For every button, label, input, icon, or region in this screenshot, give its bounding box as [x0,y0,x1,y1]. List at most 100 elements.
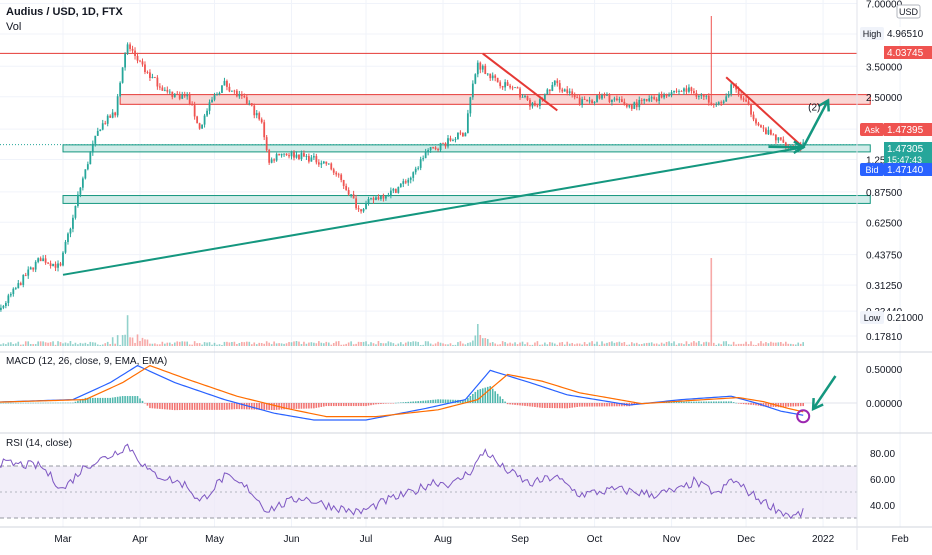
candle-body [434,147,437,150]
macd-histogram-bar [608,403,611,407]
price-tick-label: 3.50000 [866,62,903,73]
candle-body [144,64,146,73]
candle-body [116,96,119,116]
candle-body [106,115,109,124]
price-tick-label: 0.31250 [866,281,903,292]
macd-histogram-bar [72,402,74,404]
price-tick-label: 2.50000 [866,93,903,104]
macd-histogram-bar [717,401,720,403]
candle-body [250,103,253,106]
volume-bar [243,342,246,346]
macd-histogram-bar [722,401,725,403]
macd-histogram-bar [765,403,767,407]
candle-body [77,194,79,206]
volume-bar [22,344,25,346]
marker-value: 1.47395 [887,125,924,136]
volume-bar [92,342,94,346]
volume-bar [499,344,501,346]
macd-histogram-bar [506,403,509,405]
volume-bar [703,342,705,346]
volume-bar [603,343,606,346]
candle-body [101,123,104,130]
macd-histogram-bar [74,401,77,403]
volume-bar [39,341,42,346]
macd-histogram-bar [236,403,238,410]
macd-histogram-bar [390,403,392,404]
candle-body [633,102,636,109]
candle-body [163,89,166,91]
volume-bar [335,341,338,346]
candle-body [712,103,715,105]
candle-body [740,94,742,99]
macd-histogram-bar [114,397,116,403]
volume-bar [596,341,598,346]
candle-body [119,82,122,97]
macd-histogram-bar [529,403,531,407]
candle-body [422,158,425,160]
candle-body [640,99,643,101]
candle-body [479,62,482,70]
volume-bar [695,342,698,346]
candle-body [568,91,571,93]
rsi-tick-label: 60.00 [870,475,895,486]
candle-body [355,198,357,209]
time-tick-label: Oct [587,534,603,545]
price-tick-label: 0.17810 [866,332,903,343]
macd-histogram-bar [280,403,283,410]
volume-bar [340,344,342,346]
macd-histogram-bar [350,403,352,407]
macd-histogram-bar [27,402,30,404]
macd-histogram-bar [675,401,678,403]
candle-body [347,190,350,195]
candle-body [578,97,581,106]
macd-histogram-bar [233,403,236,410]
volume-bar [308,342,310,346]
macd-histogram-bar [77,400,79,403]
volume-bar [434,343,437,346]
macd-histogram-bar [496,393,499,403]
candle-body [218,92,221,95]
macd-histogram-bar [169,403,171,410]
volume-bar [631,342,633,346]
macd-histogram-bar [298,403,300,409]
macd-histogram-bar [616,403,618,407]
volume-bar [409,342,412,346]
macd-histogram-bar [735,402,737,404]
macd-histogram-bar [489,386,492,403]
macd-histogram-bar [541,403,544,408]
volume-bar [29,344,32,346]
macd-histogram-bar [434,399,437,403]
candle-body [469,97,472,114]
macd-histogram-bar [432,399,434,403]
macd-histogram-bar [208,403,211,410]
currency-badge[interactable] [896,4,921,19]
candle-body [499,82,502,87]
volume-bar [539,344,541,346]
candle-body [427,150,430,153]
macd-histogram-bar [101,397,104,403]
macd-histogram-bar [231,403,233,410]
candle-body [439,143,442,151]
support-zone [62,144,871,153]
candle-body [496,77,499,83]
volume-bar [645,342,648,346]
volume-label: Vol [6,21,21,33]
macd-histogram-bar [715,401,718,403]
macd-histogram-bar [320,403,323,407]
candle-body [678,91,680,92]
macd-histogram-bar [10,402,12,404]
candle-body [481,65,484,70]
volume-bar [159,344,161,346]
candle-body [176,93,179,95]
macd-histogram-bar [17,402,20,404]
resistance-trendline [725,76,804,149]
candle-body [516,87,519,89]
macd-histogram-bar [121,396,124,403]
macd-histogram-bar [183,403,186,410]
candle-body [558,83,561,90]
candle-body [372,198,375,200]
volume-bar [467,342,469,346]
macd-histogram-bar [586,403,588,407]
candle-body [52,263,54,267]
volume-bar [67,343,69,346]
